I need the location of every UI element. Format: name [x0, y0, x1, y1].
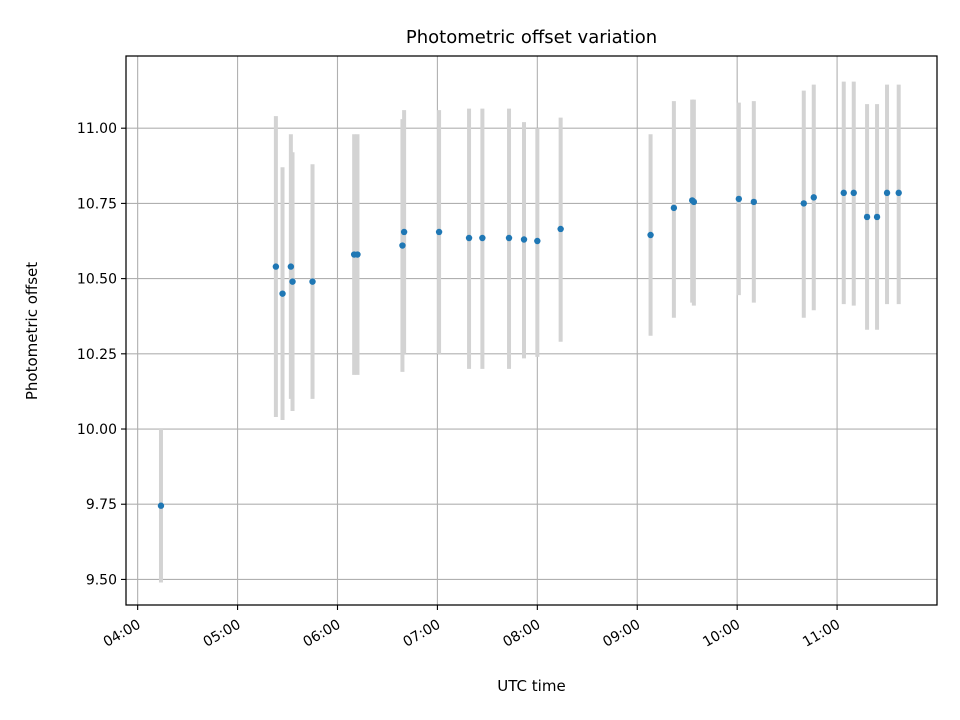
- chart-title: Photometric offset variation: [406, 27, 657, 48]
- y-axis-ticks: 9.50 9.75 10.00 10.25 10.50 10.75 11.00: [77, 121, 126, 588]
- x-tick-label: 05:00: [201, 617, 244, 651]
- data-point: [557, 225, 564, 233]
- y-tick-label: 10.75: [77, 196, 117, 212]
- x-tick-label: 11:00: [800, 617, 843, 651]
- data-point: [287, 263, 295, 270]
- data-point: [505, 234, 513, 242]
- data-point: [465, 234, 473, 242]
- data-point: [309, 278, 316, 285]
- data-point: [850, 189, 857, 197]
- y-tick-label: 10.00: [77, 422, 117, 438]
- data-point: [883, 189, 891, 197]
- plot-frame: [125, 55, 938, 606]
- data-point: [895, 189, 902, 197]
- data-point: [479, 234, 486, 242]
- y-tick-label: 9.50: [86, 572, 117, 588]
- data-point: [863, 213, 871, 221]
- x-tick-label: 04:00: [101, 617, 144, 651]
- data-point: [289, 278, 296, 285]
- x-tick-label: 07:00: [400, 617, 443, 651]
- data-point: [520, 236, 528, 243]
- x-tick-label: 09:00: [600, 617, 643, 651]
- x-tick-label: 08:00: [500, 617, 543, 651]
- data-point: [810, 194, 817, 201]
- x-axis-ticks: 04:00 05:00 06:00 07:00 08:00 09:00 10:00 11:00: [101, 605, 843, 651]
- data-point: [840, 189, 847, 197]
- data-point: [670, 204, 678, 212]
- data-point: [735, 195, 743, 203]
- data-point: [750, 198, 758, 206]
- y-tick-label: 10.50: [77, 272, 117, 288]
- x-tick-label: 10:00: [700, 617, 743, 651]
- y-tick-label: 11.00: [77, 121, 117, 137]
- y-tick-label: 9.75: [86, 497, 117, 513]
- x-tick-label: 06:00: [301, 617, 344, 651]
- data-point: [690, 198, 698, 206]
- data-point: [800, 200, 807, 207]
- data-point: [435, 228, 443, 236]
- data-point: [399, 242, 406, 249]
- data-point: [534, 237, 541, 245]
- data-point: [647, 231, 654, 239]
- y-axis-label: Photometric offset: [23, 262, 41, 400]
- data-point: [272, 263, 280, 270]
- data-point: [279, 290, 286, 297]
- x-axis-label: UTC time: [497, 677, 565, 695]
- data-point: [354, 251, 361, 258]
- data-points: [157, 189, 902, 509]
- data-point: [873, 213, 881, 221]
- data-point: [400, 228, 408, 236]
- data-point: [157, 502, 165, 509]
- error-bars: [158, 81, 901, 583]
- y-tick-label: 10.25: [77, 347, 117, 363]
